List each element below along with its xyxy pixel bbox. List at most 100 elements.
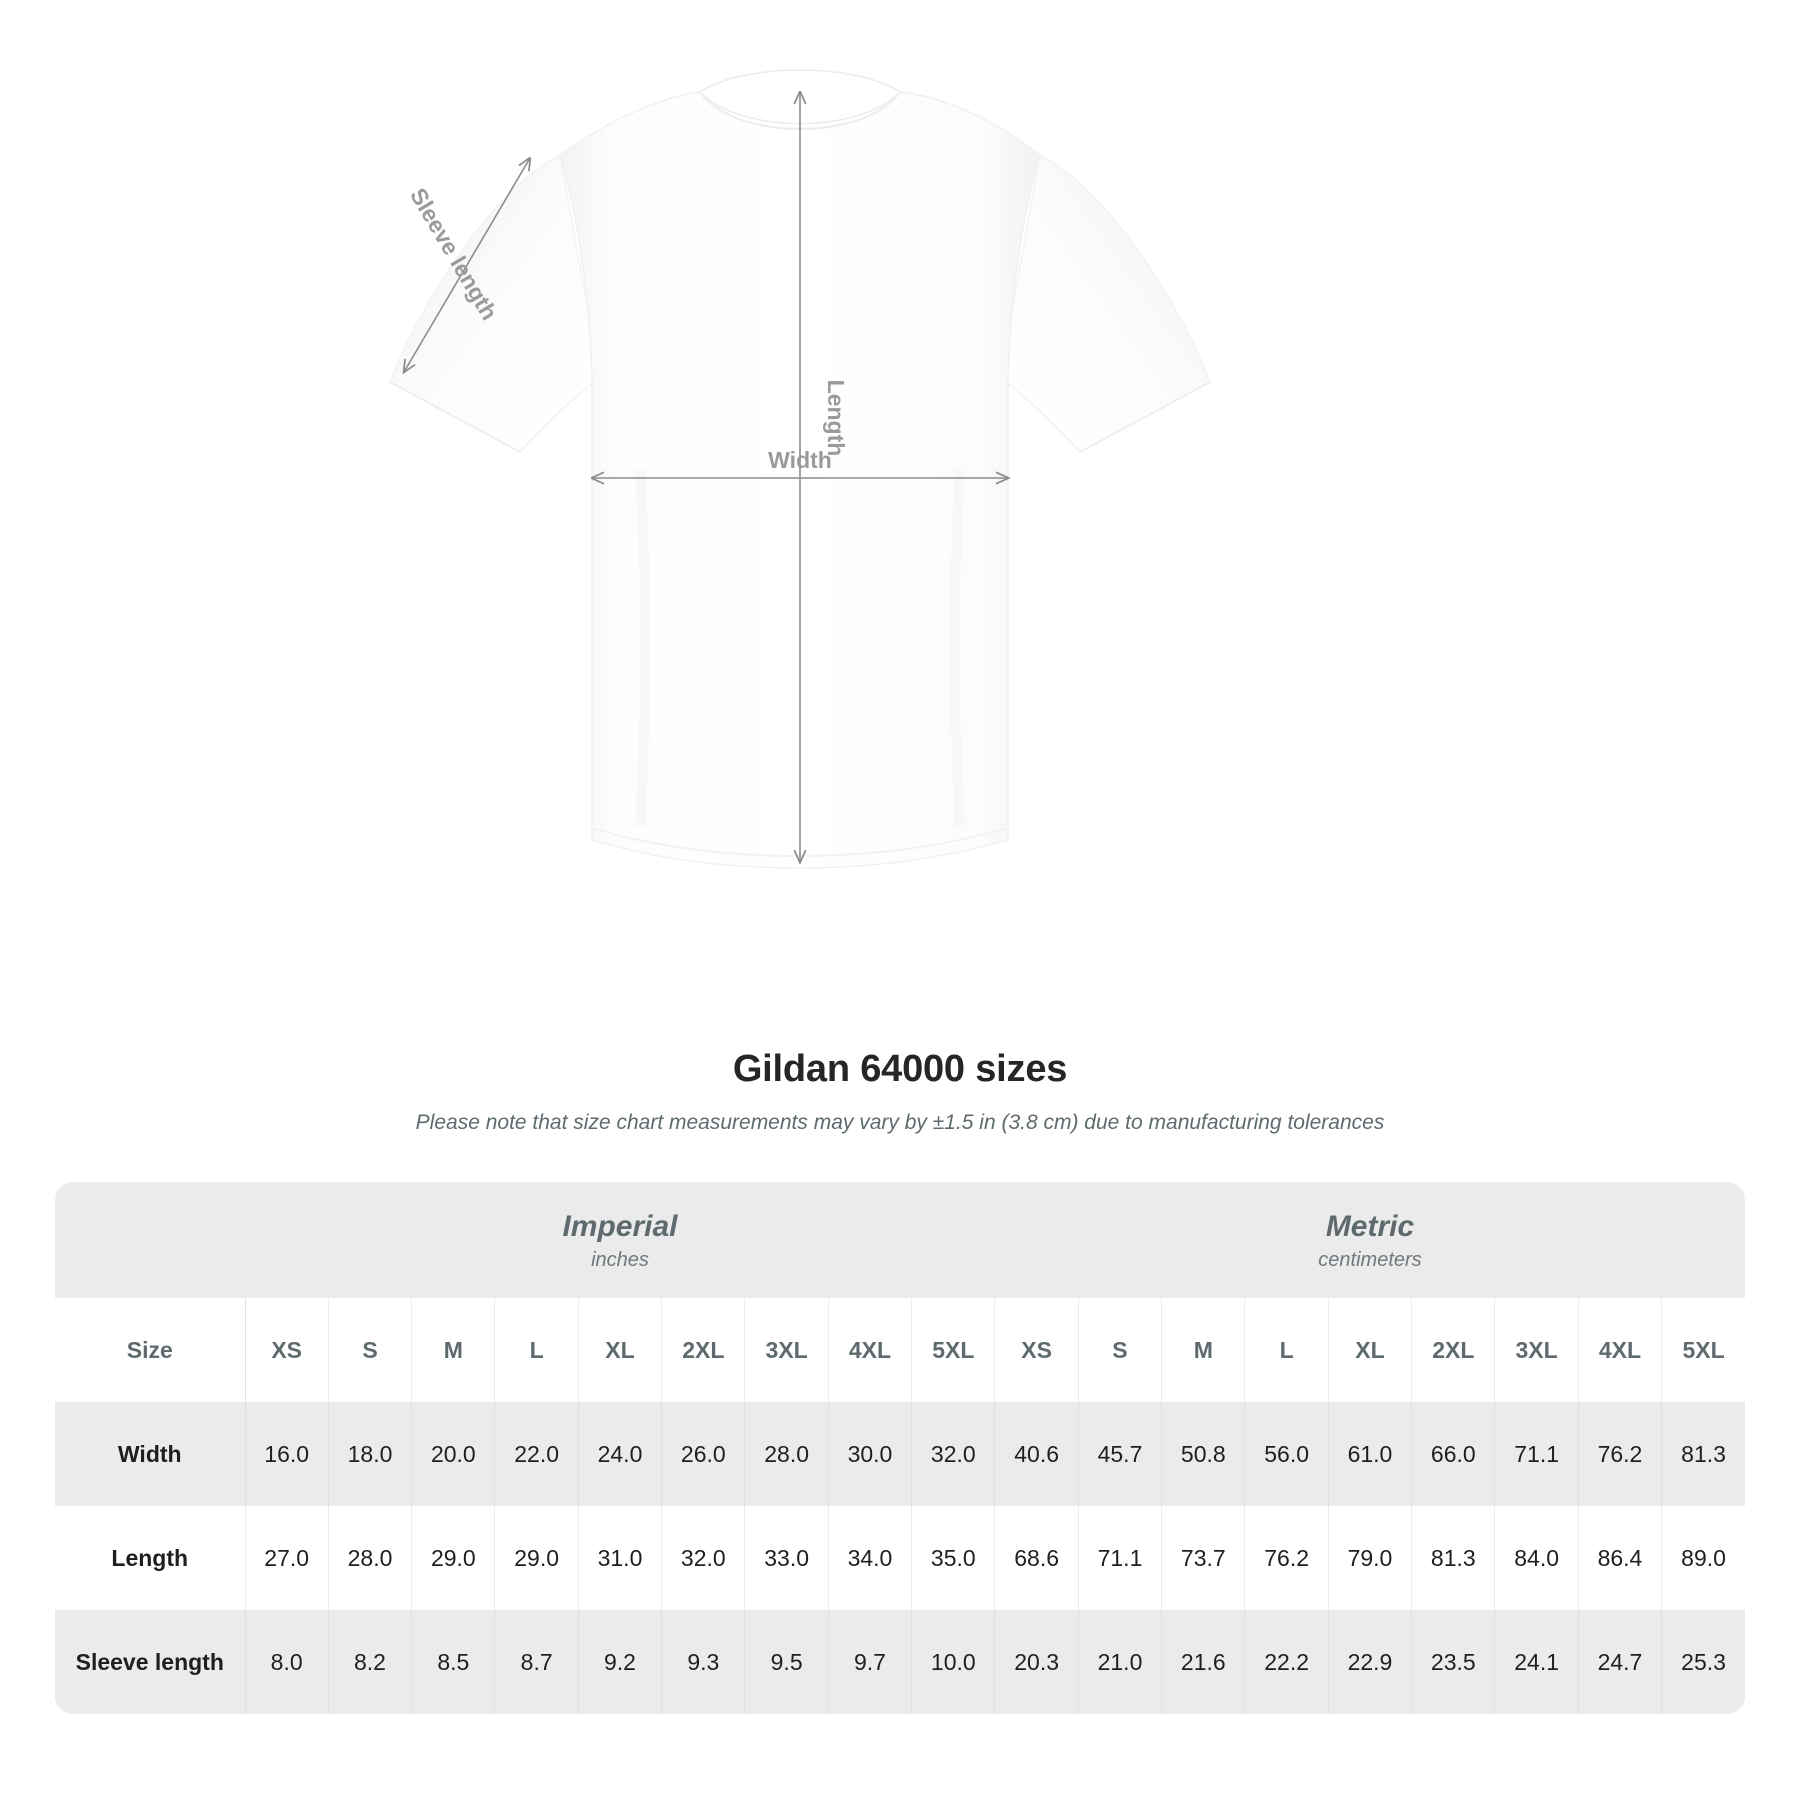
size-header-imperial-4xl: 4XL <box>828 1298 913 1402</box>
size-header-imperial-3xl: 3XL <box>744 1298 829 1402</box>
tolerance-note: Please note that size chart measurements… <box>415 1110 1385 1134</box>
cell-length-metric-m: 73.7 <box>1161 1506 1246 1610</box>
cell-length-metric-xl: 79.0 <box>1328 1506 1413 1610</box>
cell-length-imperial-l: 29.0 <box>494 1506 579 1610</box>
size-header-label: Size <box>55 1298 246 1402</box>
cell-sleeve-length-imperial-xs: 8.0 <box>245 1610 329 1714</box>
size-header-metric-2xl: 2XL <box>1411 1298 1496 1402</box>
unit-group-name: Metric <box>1325 1209 1415 1243</box>
cell-sleeve-length-metric-m: 21.6 <box>1161 1610 1246 1714</box>
chart-heading-block: Gildan 64000 sizes Please note that size… <box>0 1048 1800 1135</box>
cell-sleeve-length-metric-2xl: 23.5 <box>1411 1610 1496 1714</box>
size-header-imperial-l: L <box>494 1298 579 1402</box>
size-header-imperial-5xl: 5XL <box>911 1298 996 1402</box>
cell-length-metric-4xl: 86.4 <box>1578 1506 1663 1610</box>
unit-group-name: Imperial <box>562 1209 678 1243</box>
cell-width-metric-s: 45.7 <box>1078 1402 1163 1506</box>
size-header-metric-s: S <box>1078 1298 1163 1402</box>
row-label-sleeve-length: Sleeve length <box>55 1610 246 1714</box>
size-header-imperial-s: S <box>328 1298 413 1402</box>
size-header-imperial-2xl: 2XL <box>661 1298 746 1402</box>
fabric-fold-right <box>949 469 965 827</box>
right-sleeve-shape <box>999 153 1211 453</box>
size-header-imperial-m: M <box>411 1298 496 1402</box>
sleeve-length-dimension-line <box>404 158 530 372</box>
size-table-container: Imperial inches Metric centimeters Size XS S M L… <box>55 1182 1745 1714</box>
cell-width-imperial-m: 20.0 <box>411 1402 496 1506</box>
cell-sleeve-length-metric-3xl: 24.1 <box>1494 1610 1579 1714</box>
size-chart-table: Imperial inches Metric centimeters Size XS S M L… <box>55 1182 1745 1714</box>
cell-length-metric-5xl: 89.0 <box>1661 1506 1745 1610</box>
row-label-length: Length <box>55 1506 246 1610</box>
size-header-row: Size XS S M L XL 2XL 3XL 4XL 5XL XS S M L XL 2XL 3XL 4XL 5… <box>55 1298 1745 1402</box>
cell-length-imperial-2xl: 32.0 <box>661 1506 746 1610</box>
table-row: Length 27.0 28.0 29.0 29.0 31.0 32.0 33.0 34.0 35… <box>55 1506 1745 1610</box>
left-sleeve-hem <box>389 381 521 453</box>
cell-length-imperial-5xl: 35.0 <box>911 1506 996 1610</box>
unit-group-sub: centimeters <box>1318 1248 1422 1271</box>
cell-sleeve-length-imperial-3xl: 9.5 <box>744 1610 829 1714</box>
unit-header-spacer <box>55 1182 245 1298</box>
cell-sleeve-length-metric-s: 21.0 <box>1078 1610 1163 1714</box>
cell-sleeve-length-imperial-4xl: 9.7 <box>828 1610 913 1714</box>
width-label: Width <box>768 447 832 473</box>
cell-width-imperial-s: 18.0 <box>328 1402 413 1506</box>
size-header-metric-xs: XS <box>994 1298 1079 1402</box>
cell-sleeve-length-metric-4xl: 24.7 <box>1578 1610 1663 1714</box>
cell-width-metric-3xl: 71.1 <box>1494 1402 1579 1506</box>
fabric-fold-left <box>635 469 651 827</box>
size-header-metric-4xl: 4XL <box>1578 1298 1663 1402</box>
cell-sleeve-length-imperial-m: 8.5 <box>411 1610 496 1714</box>
cell-length-imperial-s: 28.0 <box>328 1506 413 1610</box>
cell-width-metric-5xl: 81.3 <box>1661 1402 1745 1506</box>
cell-length-metric-l: 76.2 <box>1244 1506 1329 1610</box>
cell-sleeve-length-imperial-l: 8.7 <box>494 1610 579 1714</box>
size-header-metric-m: M <box>1161 1298 1246 1402</box>
length-label: Length <box>823 380 849 457</box>
cell-width-metric-2xl: 66.0 <box>1411 1402 1496 1506</box>
cell-width-imperial-xl: 24.0 <box>578 1402 663 1506</box>
page-title: Gildan 64000 sizes <box>732 1048 1068 1090</box>
cell-width-imperial-xs: 16.0 <box>245 1402 329 1506</box>
row-label-width: Width <box>55 1402 246 1506</box>
size-header-metric-l: L <box>1244 1298 1329 1402</box>
cell-length-metric-s: 71.1 <box>1078 1506 1163 1610</box>
cell-width-imperial-3xl: 28.0 <box>744 1402 829 1506</box>
cell-sleeve-length-imperial-xl: 9.2 <box>578 1610 663 1714</box>
cell-length-imperial-xs: 27.0 <box>245 1506 329 1610</box>
cell-length-imperial-4xl: 34.0 <box>828 1506 913 1610</box>
cell-length-imperial-xl: 31.0 <box>578 1506 663 1610</box>
cell-length-metric-2xl: 81.3 <box>1411 1506 1496 1610</box>
right-sleeve-hem <box>1079 381 1211 453</box>
cell-width-imperial-2xl: 26.0 <box>661 1402 746 1506</box>
cell-width-metric-xs: 40.6 <box>994 1402 1079 1506</box>
cell-length-metric-3xl: 84.0 <box>1494 1506 1579 1610</box>
size-header-metric-3xl: 3XL <box>1494 1298 1579 1402</box>
cell-sleeve-length-imperial-5xl: 10.0 <box>911 1610 996 1714</box>
size-header-imperial-xs: XS <box>245 1298 329 1402</box>
cell-sleeve-length-metric-l: 22.2 <box>1244 1610 1329 1714</box>
cell-width-imperial-5xl: 32.0 <box>911 1402 996 1506</box>
cell-sleeve-length-metric-5xl: 25.3 <box>1661 1610 1745 1714</box>
size-header-metric-xl: XL <box>1328 1298 1413 1402</box>
cell-length-imperial-3xl: 33.0 <box>744 1506 829 1610</box>
cell-sleeve-length-imperial-2xl: 9.3 <box>661 1610 746 1714</box>
tshirt-measurement-diagram: Length Width Sleeve length <box>389 69 1211 869</box>
size-header-imperial-xl: XL <box>578 1298 663 1402</box>
cell-width-metric-xl: 61.0 <box>1328 1402 1413 1506</box>
size-header-metric-5xl: 5XL <box>1661 1298 1745 1402</box>
unit-header-row: Imperial inches Metric centimeters <box>55 1182 1745 1298</box>
cell-sleeve-length-metric-xl: 22.9 <box>1328 1610 1413 1714</box>
cell-length-metric-xs: 68.6 <box>994 1506 1079 1610</box>
cell-width-imperial-4xl: 30.0 <box>828 1402 913 1506</box>
table-row: Width 16.0 18.0 20.0 22.0 24.0 26.0 28.0 30.0 32.… <box>55 1402 1745 1506</box>
cell-width-imperial-l: 22.0 <box>494 1402 579 1506</box>
unit-group-imperial: Imperial inches <box>245 1182 995 1298</box>
unit-group-metric: Metric centimeters <box>994 1182 1745 1298</box>
cell-length-imperial-m: 29.0 <box>411 1506 496 1610</box>
cell-width-metric-4xl: 76.2 <box>1578 1402 1663 1506</box>
cell-width-metric-l: 56.0 <box>1244 1402 1329 1506</box>
table-row: Sleeve length 8.0 8.2 8.5 8.7 9.2 9.3 9.5 9.7 10.… <box>55 1610 1745 1714</box>
cell-sleeve-length-metric-xs: 20.3 <box>994 1610 1079 1714</box>
